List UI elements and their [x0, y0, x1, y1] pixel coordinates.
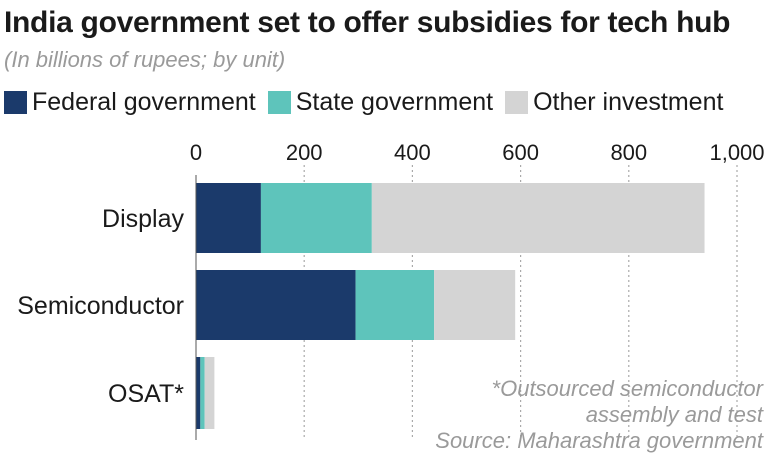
legend-label-other: Other investment [533, 88, 724, 116]
bar-display-0 [196, 183, 261, 253]
x-tick-label-0: 0 [190, 140, 202, 165]
footnote-line-1: *Outsourced semiconductor [491, 376, 763, 401]
x-tick-label-600: 600 [502, 140, 539, 165]
chart-legend: Federal government State government Othe… [4, 88, 735, 117]
source-note: Source: Maharashtra government [435, 428, 763, 453]
x-tick-label-800: 800 [610, 140, 647, 165]
bar-osat-0 [196, 357, 201, 429]
category-label-semiconductor: Semiconductor [17, 292, 184, 320]
legend-label-federal: Federal government [32, 88, 256, 116]
chart-title: India government set to offer subsidies … [4, 6, 731, 39]
legend-item-other: Other investment [505, 88, 723, 117]
bar-semiconductor-1 [355, 270, 435, 340]
legend-swatch-other [505, 91, 529, 114]
legend-swatch-federal [4, 91, 27, 114]
bar-semiconductor-0 [196, 270, 356, 340]
footnote-line-2: assembly and test [585, 402, 763, 427]
category-label-osat: OSAT* [108, 380, 184, 408]
x-tick-label-1000: 1,000 [709, 140, 764, 165]
x-tick-label-400: 400 [394, 140, 431, 165]
category-label-display: Display [102, 205, 184, 233]
bar-display-1 [260, 183, 372, 253]
legend-swatch-state [267, 91, 291, 114]
bar-osat-2 [204, 357, 215, 429]
chart-subtitle: (In billions of rupees; by unit) [4, 47, 286, 72]
bar-display-2 [371, 183, 705, 253]
legend-item-state: State government [267, 88, 494, 117]
bar-semiconductor-2 [434, 270, 516, 340]
x-tick-label-200: 200 [286, 140, 323, 165]
bar-osat-1 [200, 357, 205, 429]
legend-item-federal: Federal government [4, 88, 256, 117]
legend-label-state: State government [295, 88, 494, 116]
